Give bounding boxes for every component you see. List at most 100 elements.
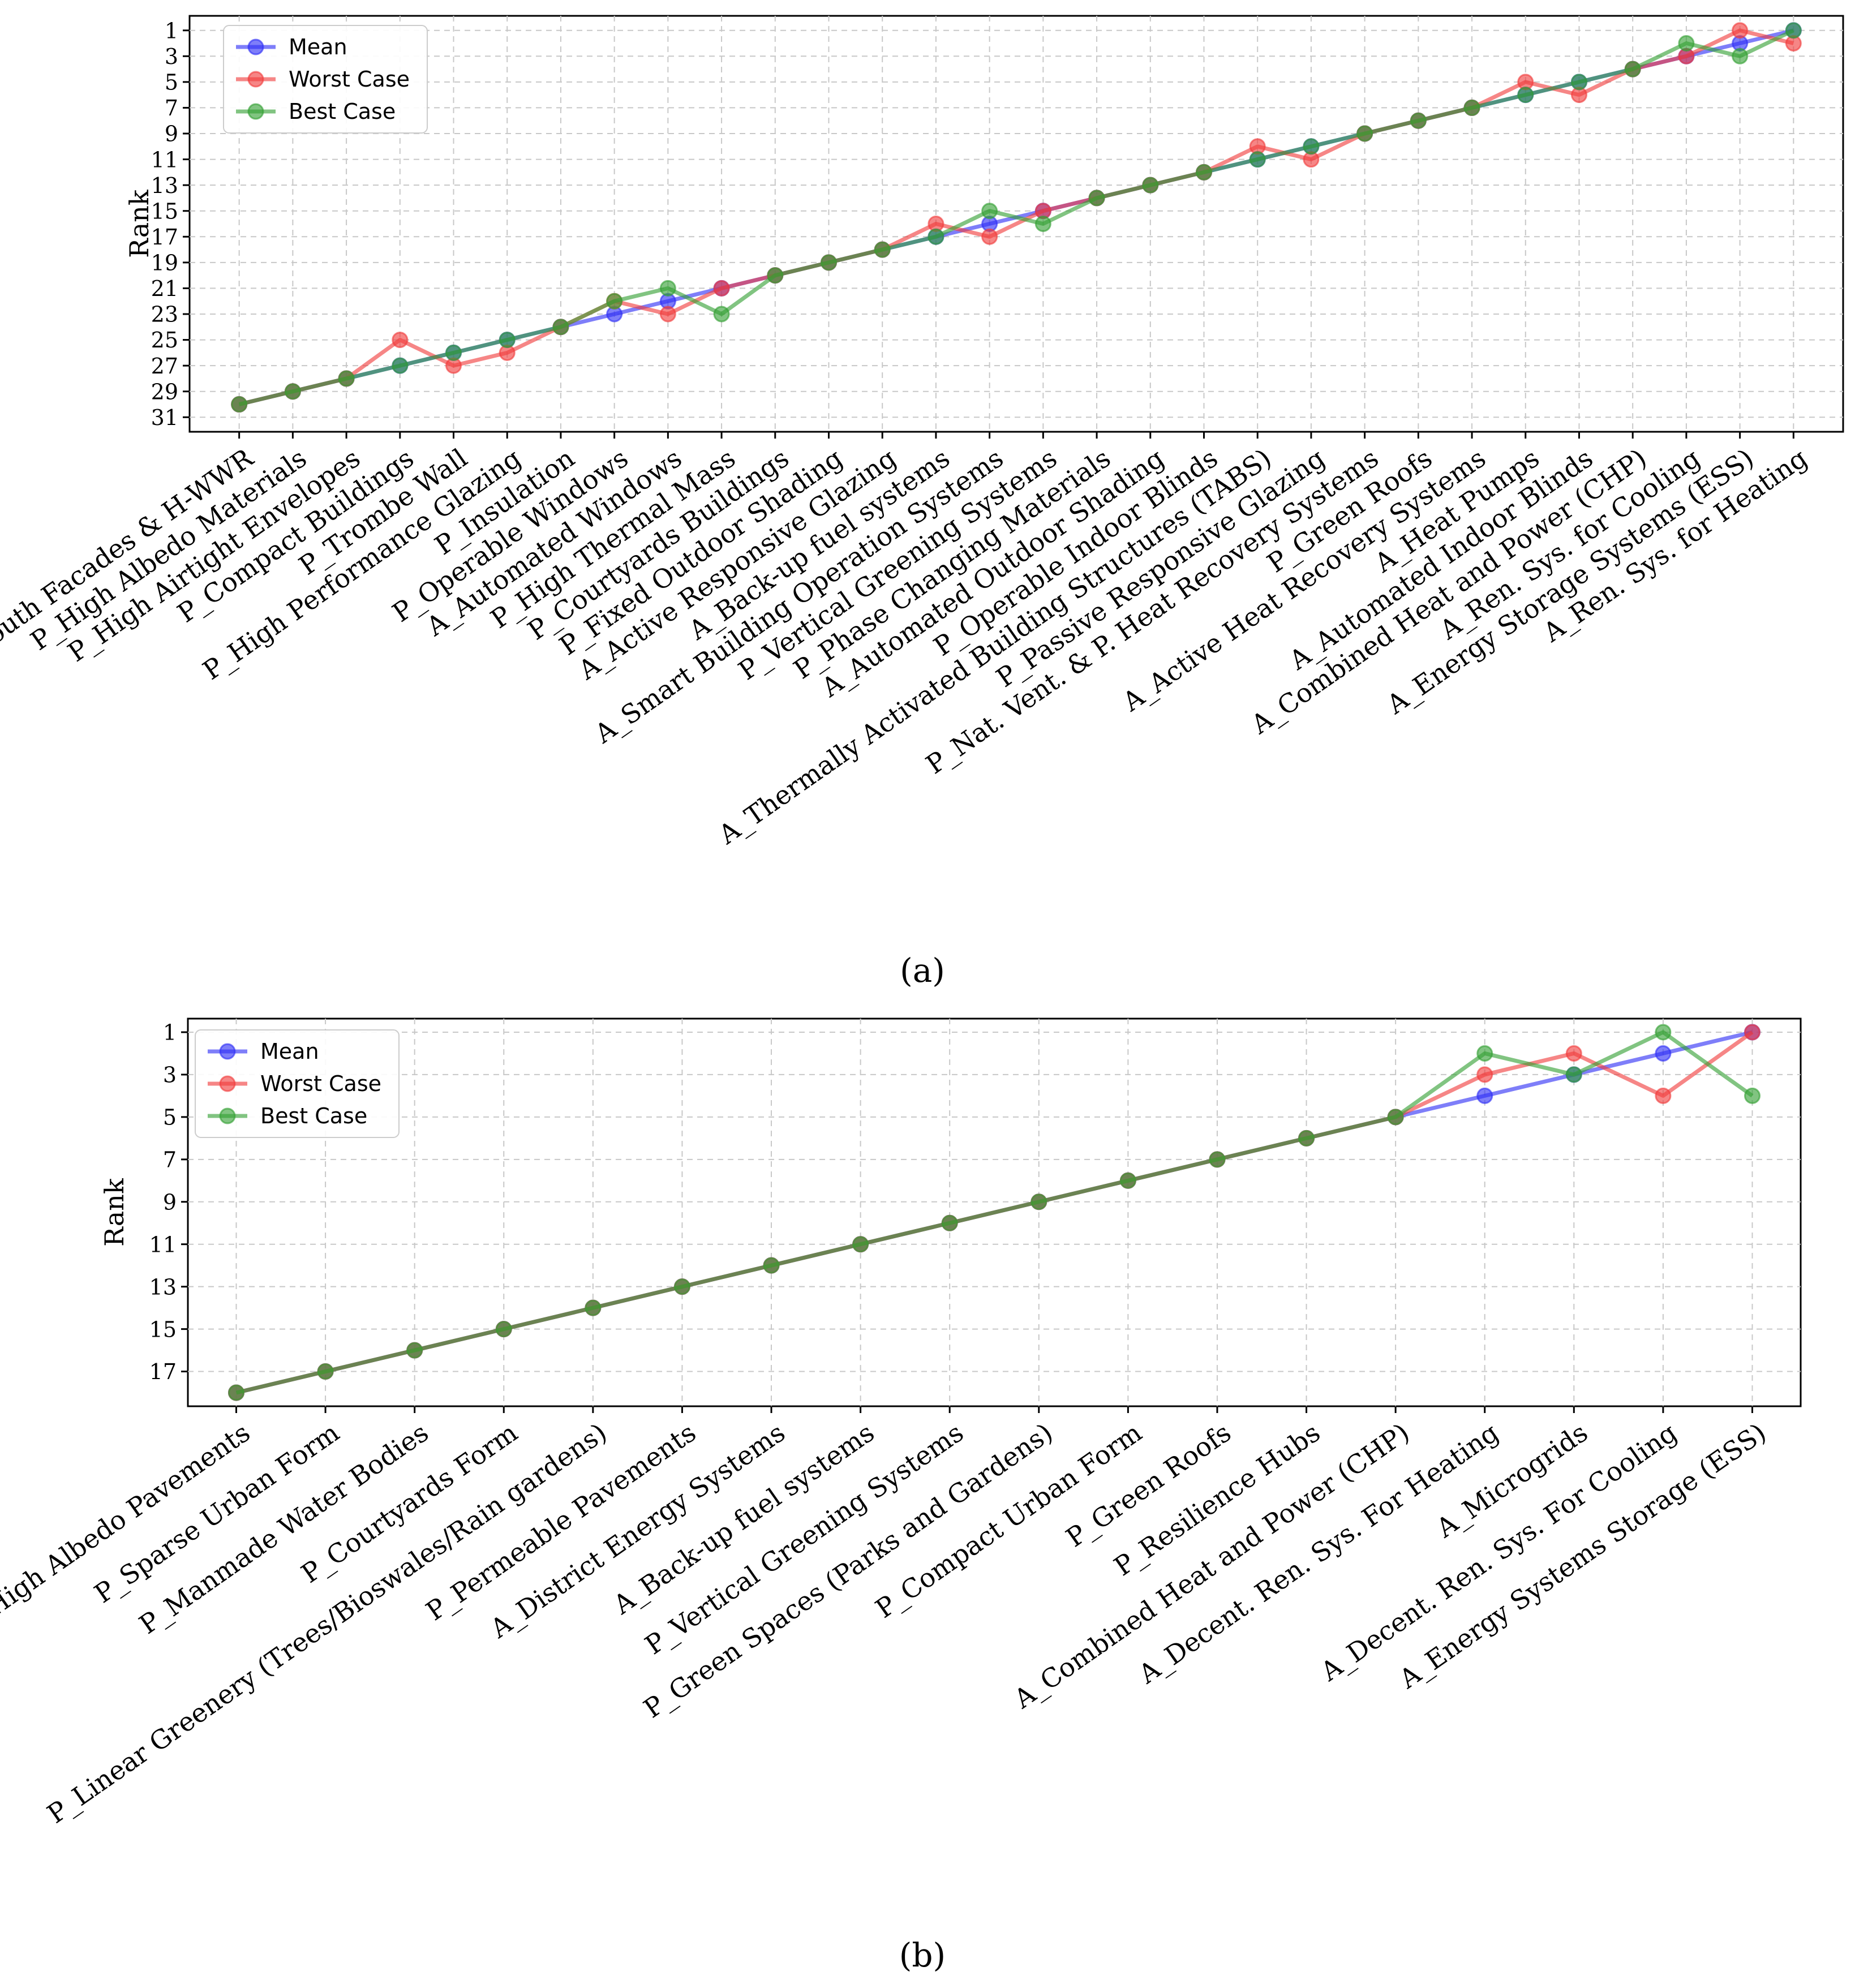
data-point: [1678, 35, 1695, 52]
y-tick-label: 13: [151, 173, 178, 198]
data-point: [495, 1321, 512, 1338]
y-tick-label: 7: [165, 96, 178, 121]
legend-box: [223, 25, 428, 134]
data-point: [1655, 1087, 1672, 1104]
y-tick-label: 15: [151, 199, 178, 224]
data-point: [231, 396, 248, 413]
series-line-2: [238, 28, 1794, 406]
y-tick-label: 1: [163, 1020, 177, 1045]
data-point: [1209, 1151, 1226, 1168]
y-tick-label: 15: [149, 1317, 177, 1342]
data-point: [928, 228, 944, 245]
data-point: [1732, 48, 1749, 65]
legend-marker: [219, 1107, 236, 1124]
y-tick-label: 1: [165, 18, 178, 43]
panel-a-caption: (a): [900, 951, 945, 990]
y-tick-label: 29: [151, 379, 178, 404]
legend-marker: [247, 71, 264, 88]
data-point: [1744, 1087, 1760, 1104]
data-point: [406, 1342, 423, 1359]
data-point: [284, 383, 301, 400]
y-tick-label: 25: [151, 328, 178, 353]
data-point: [228, 1384, 244, 1401]
data-point: [713, 280, 730, 297]
legend-box: [195, 1029, 400, 1138]
data-point: [338, 370, 355, 387]
legend-marker: [247, 38, 264, 55]
legend-marker: [219, 1075, 236, 1092]
y-tick-label: 9: [163, 1190, 177, 1214]
data-point: [1298, 1130, 1315, 1147]
y-tick-label: 11: [149, 1232, 177, 1257]
legend-label: Worst Case: [289, 67, 410, 92]
y-tick-label: 3: [163, 1063, 177, 1088]
data-point: [1732, 22, 1749, 39]
data-point: [1476, 1066, 1493, 1083]
data-point: [1744, 1024, 1760, 1041]
data-point: [763, 1257, 780, 1274]
data-point: [1303, 138, 1320, 155]
y-tick-label: 7: [163, 1147, 177, 1172]
data-point: [1517, 87, 1534, 104]
data-point: [1410, 112, 1427, 129]
data-point: [1030, 1193, 1047, 1210]
plot-frame: [187, 1017, 1802, 1407]
data-point: [1565, 1066, 1582, 1083]
data-point: [713, 306, 730, 323]
plot-frame: [188, 15, 1844, 433]
data-point: [585, 1299, 602, 1316]
data-point: [659, 280, 676, 297]
data-point: [1142, 177, 1159, 194]
data-point: [1387, 1109, 1404, 1126]
data-point: [445, 344, 462, 361]
legend-marker: [247, 103, 264, 120]
legend-label: Best Case: [289, 99, 396, 124]
legend-label: Worst Case: [260, 1071, 381, 1096]
series-line-2: [235, 1030, 1754, 1395]
data-point: [767, 267, 784, 284]
data-point: [552, 319, 569, 336]
data-point: [1624, 61, 1641, 78]
y-tick-label: 17: [149, 1359, 177, 1384]
data-point: [981, 228, 998, 245]
y-tick-label: 11: [151, 147, 178, 172]
data-point: [1195, 164, 1212, 181]
data-point: [1356, 125, 1373, 142]
data-point: [852, 1236, 869, 1253]
legend-marker: [219, 1043, 236, 1060]
y-tick-label: 9: [165, 122, 178, 147]
panel-b-caption: (b): [899, 1936, 946, 1974]
data-point: [1088, 190, 1105, 207]
y-axis-label: Rank: [99, 1178, 130, 1247]
y-tick-label: 5: [163, 1105, 177, 1130]
data-point: [499, 332, 516, 349]
y-axis-label: Rank: [124, 189, 154, 258]
data-point: [1034, 216, 1051, 232]
data-point: [874, 241, 891, 258]
data-point: [659, 306, 676, 323]
data-point: [1655, 1024, 1672, 1041]
data-point: [981, 203, 998, 220]
data-point: [1249, 151, 1266, 168]
data-point: [317, 1363, 334, 1380]
data-point: [392, 332, 409, 349]
series-line-1: [238, 28, 1794, 406]
y-tick-label: 23: [151, 302, 178, 327]
data-point: [1570, 74, 1587, 91]
data-point: [673, 1278, 690, 1295]
data-point: [1476, 1045, 1493, 1062]
y-tick-label: 13: [149, 1274, 177, 1299]
data-point: [606, 293, 623, 310]
y-tick-label: 17: [151, 225, 178, 250]
y-tick-label: 3: [165, 44, 178, 69]
y-tick-label: 19: [151, 251, 178, 276]
data-point: [392, 357, 409, 374]
data-point: [1785, 22, 1802, 39]
data-point: [1463, 99, 1480, 116]
data-point: [1119, 1172, 1136, 1189]
data-point: [1565, 1045, 1582, 1062]
y-tick-label: 27: [151, 354, 178, 379]
